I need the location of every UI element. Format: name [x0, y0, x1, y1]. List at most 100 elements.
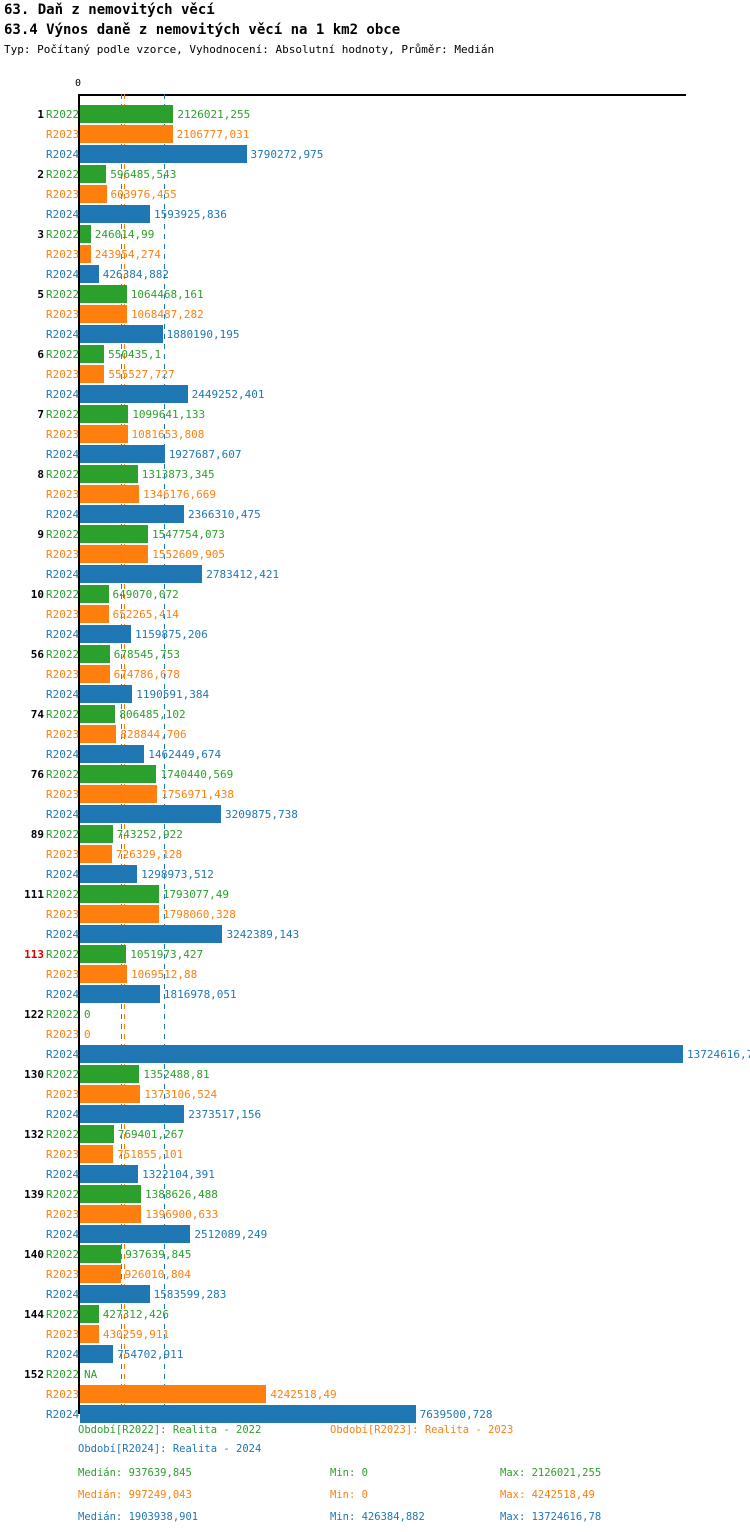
- group-label[interactable]: 2: [37, 168, 44, 181]
- group-label[interactable]: 9: [37, 528, 44, 541]
- bar-R2023[interactable]: [80, 305, 127, 323]
- group-label[interactable]: 10: [30, 588, 44, 601]
- bar-R2024[interactable]: [80, 1405, 416, 1423]
- bar-row: R2023 726329,128: [0, 844, 750, 864]
- bar-row: R2024 1880190,195: [0, 324, 750, 344]
- bar-R2022[interactable]: [80, 645, 110, 663]
- bar-R2024[interactable]: [80, 505, 184, 523]
- bar-row: R2024 1298973,512: [0, 864, 750, 884]
- bar-R2024[interactable]: [80, 685, 133, 703]
- bar-R2023[interactable]: [80, 785, 158, 803]
- bar-R2022[interactable]: [80, 945, 127, 963]
- bar-R2023[interactable]: [80, 905, 159, 923]
- group-label[interactable]: 152: [24, 1368, 44, 1381]
- bar-row: R2022 769401,267: [0, 1124, 750, 1144]
- bar-R2022[interactable]: [80, 105, 174, 123]
- bar-R2022[interactable]: [80, 345, 105, 363]
- bar-R2022[interactable]: [80, 1185, 141, 1203]
- stat-median-2022: Medián: 937639,845: [78, 1467, 192, 1479]
- bar-R2023[interactable]: [80, 1205, 142, 1223]
- bar-R2022[interactable]: [80, 585, 109, 603]
- group-label[interactable]: 113: [24, 948, 44, 961]
- bar-R2024[interactable]: [80, 445, 165, 463]
- bar-R2023[interactable]: [80, 245, 91, 263]
- bar-R2023[interactable]: [80, 1145, 114, 1163]
- group-label[interactable]: 8: [37, 468, 44, 481]
- group-label[interactable]: 76: [30, 768, 44, 781]
- bar-row: R2023 1069512,88: [0, 964, 750, 984]
- group-label[interactable]: 122: [24, 1008, 44, 1021]
- bar-R2023[interactable]: [80, 365, 105, 383]
- bar-R2022[interactable]: [80, 1125, 114, 1143]
- bar-R2023[interactable]: [80, 185, 107, 203]
- bar-value-label: 743252,922: [116, 828, 183, 841]
- bar-row: R2022 1740440,569: [0, 764, 750, 784]
- bar-row: R2024 1322104,391: [0, 1164, 750, 1184]
- chart-group: 3 R2022 246014,99 R2023 243954,274 R2024 42638…: [0, 214, 750, 283]
- bar-R2022[interactable]: [80, 405, 129, 423]
- bar-R2023[interactable]: [80, 965, 127, 983]
- bar-R2023[interactable]: [80, 845, 112, 863]
- bar-R2024[interactable]: [80, 625, 131, 643]
- bar-R2024[interactable]: [80, 385, 188, 403]
- bar-R2023[interactable]: [80, 1385, 267, 1403]
- bar-R2023[interactable]: [80, 425, 128, 443]
- bar-R2022[interactable]: [80, 825, 113, 843]
- bar-R2024[interactable]: [80, 1045, 683, 1063]
- bar-R2023[interactable]: [80, 1265, 121, 1283]
- bar-R2024[interactable]: [80, 1345, 114, 1363]
- bar-R2024[interactable]: [80, 745, 145, 763]
- group-label[interactable]: 56: [30, 648, 44, 661]
- bar-R2022[interactable]: [80, 465, 138, 483]
- bar-R2024[interactable]: [80, 265, 99, 283]
- bar-R2023[interactable]: [80, 1325, 99, 1343]
- bar-R2024[interactable]: [80, 565, 203, 583]
- group-label[interactable]: 7: [37, 408, 44, 421]
- group-label[interactable]: 89: [30, 828, 44, 841]
- bar-R2024[interactable]: [80, 1285, 150, 1303]
- group-label[interactable]: 1: [37, 108, 44, 121]
- bar-R2023[interactable]: [80, 605, 109, 623]
- bar-R2023[interactable]: [80, 1085, 141, 1103]
- bar-R2022[interactable]: [80, 285, 127, 303]
- bar-R2022[interactable]: [80, 765, 157, 783]
- group-label[interactable]: 6: [37, 348, 44, 361]
- bar-R2022[interactable]: [80, 705, 116, 723]
- bar-R2024[interactable]: [80, 145, 247, 163]
- group-label[interactable]: 139: [24, 1188, 44, 1201]
- bar-R2024[interactable]: [80, 805, 222, 823]
- bar-R2024[interactable]: [80, 865, 138, 883]
- bar-R2024[interactable]: [80, 1225, 191, 1243]
- group-label[interactable]: 132: [24, 1128, 44, 1141]
- bar-R2024[interactable]: [80, 925, 223, 943]
- series-label-R2022: R2022: [46, 288, 80, 301]
- group-label[interactable]: 74: [30, 708, 44, 721]
- group-label[interactable]: 140: [24, 1248, 44, 1261]
- bar-R2024[interactable]: [80, 325, 163, 343]
- bar-R2022[interactable]: [80, 525, 148, 543]
- bar-R2023[interactable]: [80, 125, 173, 143]
- bar-R2024[interactable]: [80, 205, 151, 223]
- bar-R2022[interactable]: [80, 1065, 140, 1083]
- bar-R2024[interactable]: [80, 1165, 139, 1183]
- bar-R2023[interactable]: [80, 725, 117, 743]
- chart-group: 89 R2022 743252,922 R2023 726329,128 R2024 129…: [0, 814, 750, 883]
- bar-R2022[interactable]: [80, 1305, 99, 1323]
- bar-R2022[interactable]: [80, 885, 159, 903]
- bar-R2022[interactable]: [80, 1245, 122, 1263]
- bar-R2023[interactable]: [80, 545, 149, 563]
- bar-R2023[interactable]: [80, 665, 110, 683]
- bar-value-label: 806485,102: [119, 708, 186, 721]
- bar-value-label: 550435,1: [108, 348, 162, 361]
- bar-R2022[interactable]: [80, 165, 107, 183]
- group-label[interactable]: 111: [24, 888, 44, 901]
- chart-group: 132 R2022 769401,267 R2023 751855,101 R2024 13…: [0, 1114, 750, 1183]
- group-label[interactable]: 144: [24, 1308, 44, 1321]
- group-label[interactable]: 130: [24, 1068, 44, 1081]
- group-label[interactable]: 3: [37, 228, 44, 241]
- bar-R2024[interactable]: [80, 1105, 185, 1123]
- bar-R2022[interactable]: [80, 225, 91, 243]
- bar-R2024[interactable]: [80, 985, 160, 1003]
- group-label[interactable]: 5: [37, 288, 44, 301]
- bar-R2023[interactable]: [80, 485, 140, 503]
